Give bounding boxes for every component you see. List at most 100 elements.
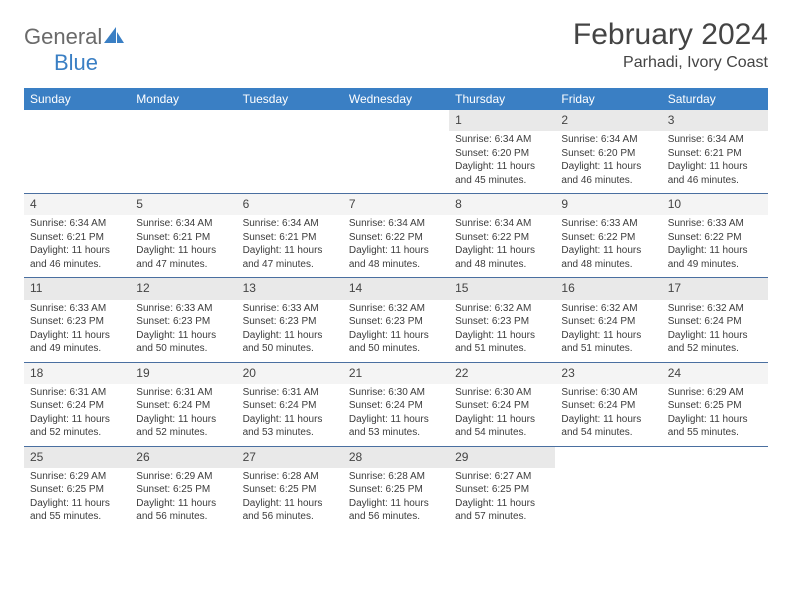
- day-number-band: 4: [24, 194, 130, 215]
- day-number: 27: [243, 449, 337, 465]
- calendar-cell: 10Sunrise: 6:33 AMSunset: 6:22 PMDayligh…: [662, 194, 768, 278]
- day-info: Sunrise: 6:34 AMSunset: 6:20 PMDaylight:…: [561, 133, 655, 187]
- day-number-band: 14: [343, 278, 449, 299]
- calendar-cell: 1Sunrise: 6:34 AMSunset: 6:20 PMDaylight…: [449, 110, 555, 194]
- day-number: 15: [455, 280, 549, 296]
- day-number-band: 23: [555, 363, 661, 384]
- day-info: Sunrise: 6:34 AMSunset: 6:21 PMDaylight:…: [668, 133, 762, 187]
- day-info: Sunrise: 6:28 AMSunset: 6:25 PMDaylight:…: [349, 470, 443, 524]
- day-number-band: 12: [130, 278, 236, 299]
- col-wednesday: Wednesday: [343, 88, 449, 110]
- calendar-cell: 12Sunrise: 6:33 AMSunset: 6:23 PMDayligh…: [130, 278, 236, 362]
- day-number-band: 1: [449, 110, 555, 131]
- calendar-cell: [343, 110, 449, 194]
- day-number: 14: [349, 280, 443, 296]
- day-info: Sunrise: 6:30 AMSunset: 6:24 PMDaylight:…: [561, 386, 655, 440]
- calendar-cell: 17 Sunrise: 6:32 AMSunset: 6:24 PMDayligh…: [662, 278, 768, 362]
- day-info: Sunrise: 6:31 AMSunset: 6:24 PMDaylight:…: [243, 386, 337, 440]
- day-number: 7: [349, 196, 443, 212]
- calendar-cell: 18 Sunrise: 6:31 AMSunset: 6:24 PMDayligh…: [24, 362, 130, 446]
- day-number: 28: [349, 449, 443, 465]
- calendar-cell: 28 Sunrise: 6:28 AMSunset: 6:25 PMDayligh…: [343, 446, 449, 530]
- calendar-cell: 3 Sunrise: 6:34 AMSunset: 6:21 PMDaylight…: [662, 110, 768, 194]
- day-number: 29: [455, 449, 549, 465]
- calendar-header-row: Sunday Monday Tuesday Wednesday Thursday…: [24, 88, 768, 110]
- day-number-band: 11: [24, 278, 130, 299]
- calendar-cell: 22 Sunrise: 6:30 AMSunset: 6:24 PMDayligh…: [449, 362, 555, 446]
- day-number-band: 6: [237, 194, 343, 215]
- col-monday: Monday: [130, 88, 236, 110]
- calendar-cell: 23 Sunrise: 6:30 AMSunset: 6:24 PMDayligh…: [555, 362, 661, 446]
- calendar-cell: 27Sunrise: 6:28 AMSunset: 6:25 PMDayligh…: [237, 446, 343, 530]
- day-number-band: 28: [343, 447, 449, 468]
- day-info: Sunrise: 6:34 AMSunset: 6:22 PMDaylight:…: [349, 217, 443, 271]
- day-info: Sunrise: 6:29 AMSunset: 6:25 PMDaylight:…: [30, 470, 124, 524]
- calendar-cell: 5 Sunrise: 6:34 AMSunset: 6:21 PMDaylight…: [130, 194, 236, 278]
- day-info: Sunrise: 6:34 AMSunset: 6:22 PMDaylight:…: [455, 217, 549, 271]
- day-number-band: 29: [449, 447, 555, 468]
- day-info: Sunrise: 6:31 AMSunset: 6:24 PMDaylight:…: [30, 386, 124, 440]
- day-number: 11: [30, 280, 124, 296]
- day-number-band: 26: [130, 447, 236, 468]
- day-info: Sunrise: 6:32 AMSunset: 6:24 PMDaylight:…: [561, 302, 655, 356]
- day-info: Sunrise: 6:34 AMSunset: 6:20 PMDaylight:…: [455, 133, 549, 187]
- day-number: 18: [30, 365, 124, 381]
- day-info: Sunrise: 6:34 AMSunset: 6:21 PMDaylight:…: [136, 217, 230, 271]
- day-number: 25: [30, 449, 124, 465]
- col-sunday: Sunday: [24, 88, 130, 110]
- calendar-cell: 13 Sunrise: 6:33 AMSunset: 6:23 PMDayligh…: [237, 278, 343, 362]
- day-number: 3: [668, 112, 762, 128]
- calendar-cell: 26Sunrise: 6:29 AMSunset: 6:25 PMDayligh…: [130, 446, 236, 530]
- day-number-band: 5: [130, 194, 236, 215]
- calendar-cell: 21 Sunrise: 6:30 AMSunset: 6:24 PMDayligh…: [343, 362, 449, 446]
- day-number: 13: [243, 280, 337, 296]
- day-info: Sunrise: 6:31 AMSunset: 6:24 PMDaylight:…: [136, 386, 230, 440]
- col-thursday: Thursday: [449, 88, 555, 110]
- calendar-cell: 16 Sunrise: 6:32 AMSunset: 6:24 PMDayligh…: [555, 278, 661, 362]
- day-info: Sunrise: 6:33 AMSunset: 6:23 PMDaylight:…: [243, 302, 337, 356]
- day-number: 8: [455, 196, 549, 212]
- day-info: Sunrise: 6:33 AMSunset: 6:22 PMDaylight:…: [561, 217, 655, 271]
- day-number-band: 27: [237, 447, 343, 468]
- calendar-cell: 25 Sunrise: 6:29 AMSunset: 6:25 PMDayligh…: [24, 446, 130, 530]
- calendar-week-row: 1Sunrise: 6:34 AMSunset: 6:20 PMDaylight…: [24, 110, 768, 194]
- day-number: 21: [349, 365, 443, 381]
- day-info: Sunrise: 6:30 AMSunset: 6:24 PMDaylight:…: [349, 386, 443, 440]
- day-number-band: 16: [555, 278, 661, 299]
- col-tuesday: Tuesday: [237, 88, 343, 110]
- calendar-cell: [130, 110, 236, 194]
- calendar-cell: 2 Sunrise: 6:34 AMSunset: 6:20 PMDaylight…: [555, 110, 661, 194]
- day-number: 22: [455, 365, 549, 381]
- day-number: 16: [561, 280, 655, 296]
- day-number: 23: [561, 365, 655, 381]
- day-number-band: 19: [130, 363, 236, 384]
- calendar-cell: 9 Sunrise: 6:33 AMSunset: 6:22 PMDaylight…: [555, 194, 661, 278]
- calendar-cell: 15 Sunrise: 6:32 AMSunset: 6:23 PMDayligh…: [449, 278, 555, 362]
- calendar-week-row: 18 Sunrise: 6:31 AMSunset: 6:24 PMDayligh…: [24, 362, 768, 446]
- day-number-band: 17: [662, 278, 768, 299]
- day-number: 6: [243, 196, 337, 212]
- day-number-band: 20: [237, 363, 343, 384]
- day-number-band: 21: [343, 363, 449, 384]
- day-number-band: 13: [237, 278, 343, 299]
- day-info: Sunrise: 6:30 AMSunset: 6:24 PMDaylight:…: [455, 386, 549, 440]
- calendar-cell: 29Sunrise: 6:27 AMSunset: 6:25 PMDayligh…: [449, 446, 555, 530]
- calendar-cell: [237, 110, 343, 194]
- day-number: 26: [136, 449, 230, 465]
- logo: General: [24, 24, 126, 50]
- calendar-cell: [24, 110, 130, 194]
- day-info: Sunrise: 6:33 AMSunset: 6:23 PMDaylight:…: [30, 302, 124, 356]
- day-number-band: 22: [449, 363, 555, 384]
- calendar-cell: 20 Sunrise: 6:31 AMSunset: 6:24 PMDayligh…: [237, 362, 343, 446]
- day-number: 2: [561, 112, 655, 128]
- day-number: 9: [561, 196, 655, 212]
- day-number: 5: [136, 196, 230, 212]
- day-number-band: 25: [24, 447, 130, 468]
- calendar-week-row: 25 Sunrise: 6:29 AMSunset: 6:25 PMDayligh…: [24, 446, 768, 530]
- day-info: Sunrise: 6:32 AMSunset: 6:23 PMDaylight:…: [455, 302, 549, 356]
- day-number: 20: [243, 365, 337, 381]
- calendar-table: Sunday Monday Tuesday Wednesday Thursday…: [24, 88, 768, 530]
- calendar-cell: 6Sunrise: 6:34 AMSunset: 6:21 PMDaylight…: [237, 194, 343, 278]
- calendar-week-row: 4 Sunrise: 6:34 AMSunset: 6:21 PMDaylight…: [24, 194, 768, 278]
- day-info: Sunrise: 6:32 AMSunset: 6:24 PMDaylight:…: [668, 302, 762, 356]
